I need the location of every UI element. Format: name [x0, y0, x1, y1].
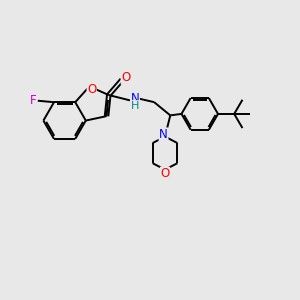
Text: O: O [121, 71, 130, 84]
Text: N: N [130, 92, 139, 105]
Text: O: O [160, 167, 169, 180]
Text: O: O [87, 83, 96, 97]
Text: F: F [29, 94, 36, 107]
Text: N: N [159, 128, 168, 141]
Text: H: H [131, 101, 139, 111]
